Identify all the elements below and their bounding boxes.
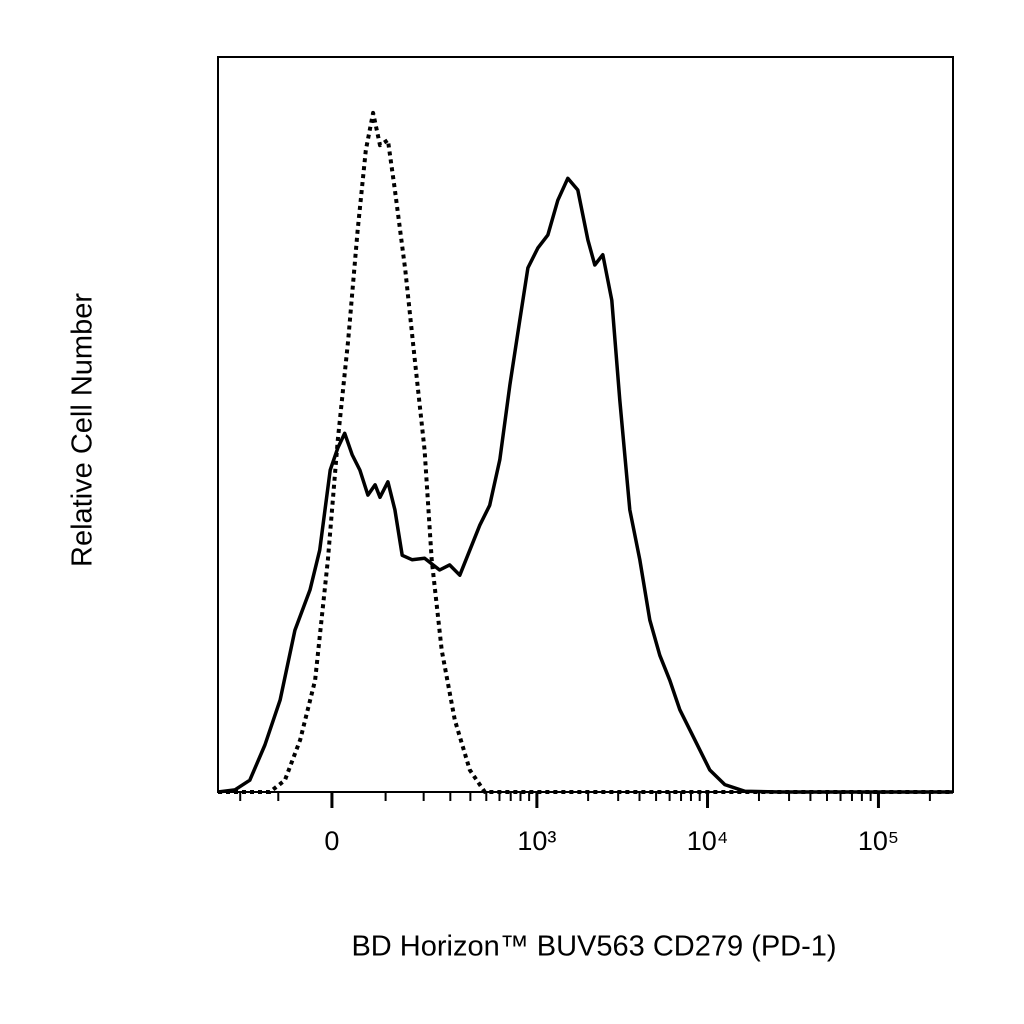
plot-frame [217,56,954,793]
x-axis-label: BD Horizon™ BUV563 CD279 (PD-1) [351,931,836,963]
x-tick-label: 10⁵ [858,826,899,856]
x-tick-label: 0 [324,826,339,856]
y-axis-label: Relative Cell Number [67,293,99,567]
x-tick-label: 10³ [517,826,556,856]
histogram-line [218,110,953,794]
x-tick-label: 10⁴ [687,826,729,856]
histogram-line [217,176,953,794]
